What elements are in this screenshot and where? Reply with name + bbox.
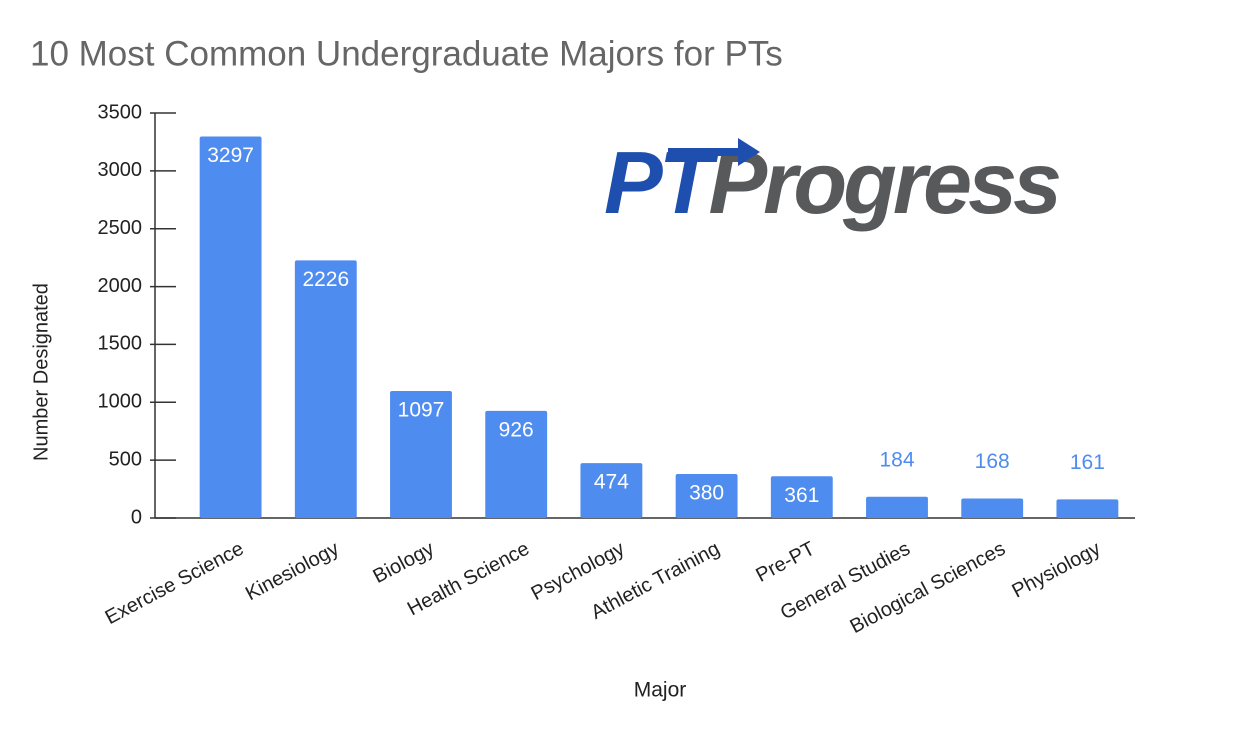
data-label: 184 — [879, 448, 914, 471]
y-tick-label: 500 — [109, 448, 142, 470]
y-tick-label: 1000 — [98, 391, 143, 413]
data-label: 380 — [689, 482, 724, 505]
logo-word: Progress — [708, 133, 1059, 232]
data-label: 361 — [784, 484, 819, 507]
bar — [199, 136, 262, 519]
bar — [485, 410, 548, 518]
data-label: 1097 — [398, 399, 445, 422]
bar — [770, 476, 833, 518]
data-label: 2226 — [302, 268, 349, 291]
data-label: 168 — [975, 450, 1010, 473]
x-axis-title: Major — [634, 679, 687, 702]
data-label: 926 — [499, 418, 534, 441]
chart-title: 10 Most Common Undergraduate Majors for … — [30, 34, 783, 73]
y-axis-title: Number Designated — [30, 283, 52, 461]
logo: PTProgress — [604, 133, 1063, 232]
y-tick-label: 3000 — [98, 159, 143, 181]
y-tick-label: 1500 — [98, 333, 143, 355]
bar — [1056, 499, 1119, 518]
logo-arrow — [668, 138, 760, 166]
data-label: 474 — [594, 471, 629, 494]
y-tick-label: 3500 — [98, 101, 143, 123]
data-label: 3297 — [207, 144, 254, 167]
bar — [675, 474, 738, 518]
bar — [294, 260, 357, 518]
y-tick-label: 2500 — [98, 217, 143, 239]
bar — [866, 496, 928, 518]
bar — [961, 498, 1024, 518]
y-tick-label: 2000 — [98, 275, 143, 297]
bar — [390, 391, 452, 518]
bar — [580, 463, 643, 518]
y-tick-label: 0 — [131, 506, 142, 528]
data-label: 161 — [1070, 451, 1105, 474]
